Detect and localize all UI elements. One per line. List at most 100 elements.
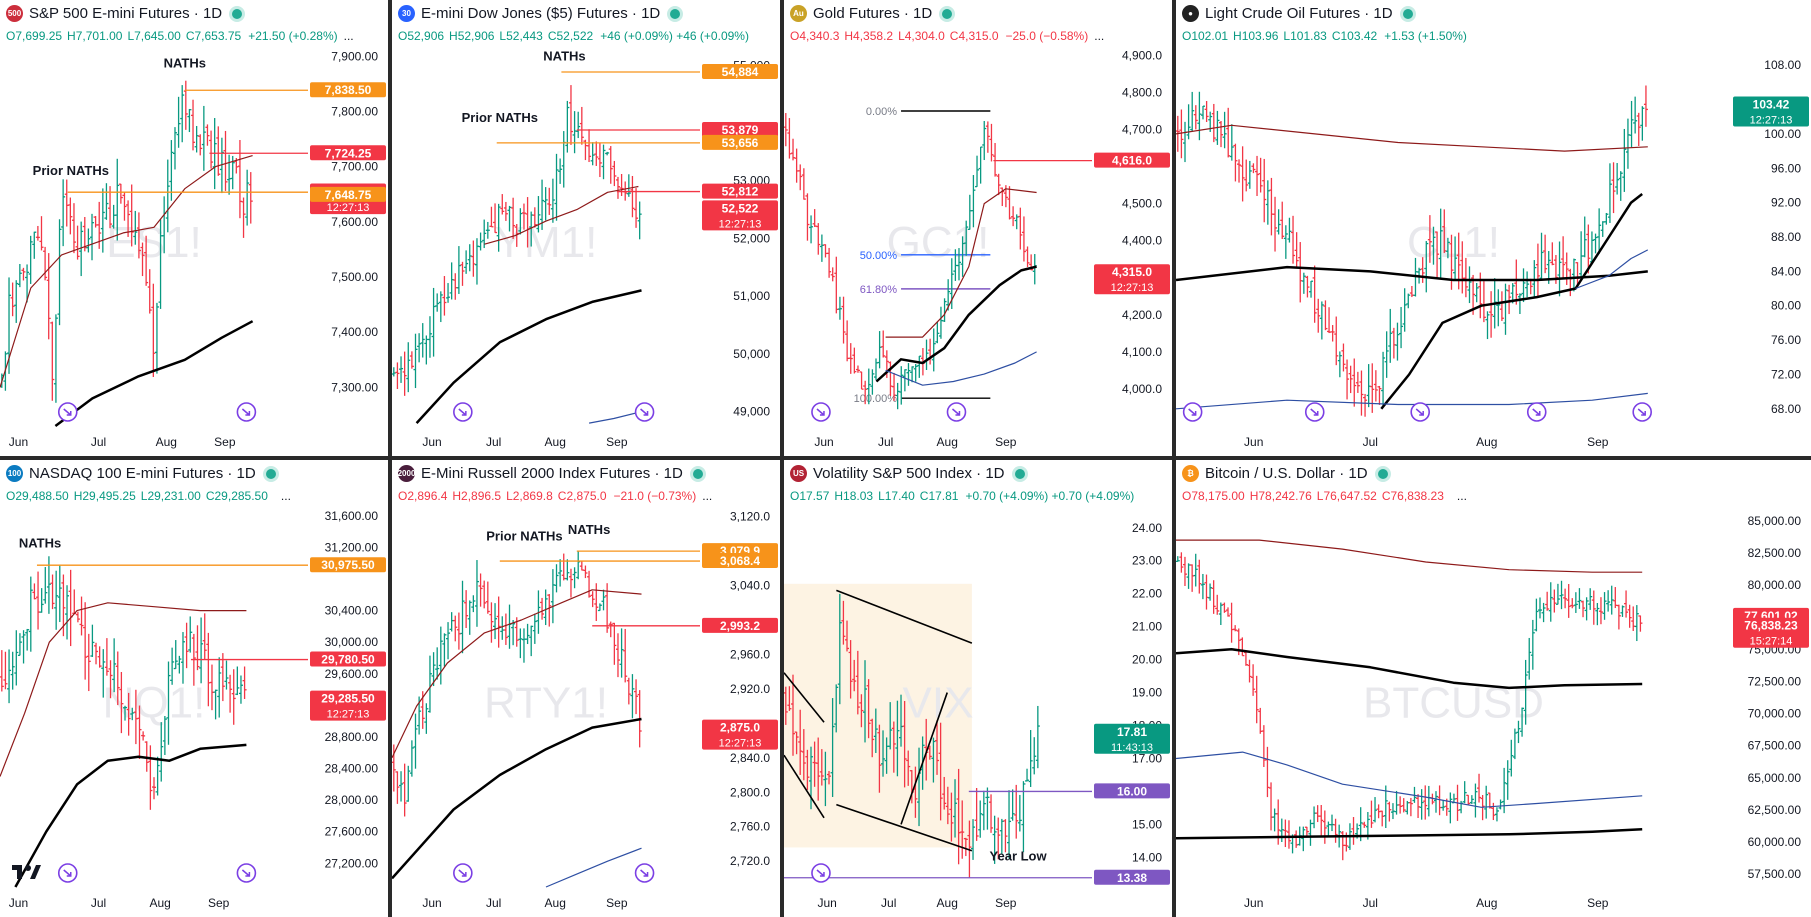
ohlc-bar <box>899 366 904 405</box>
ohlc-bar <box>392 367 396 377</box>
chart-panel-btc[interactable]: BTCUSD 85,000.00 82,500.00 80,000.00 75,000.… <box>1176 460 1811 917</box>
panel-separator[interactable] <box>0 456 1811 460</box>
chart-panel-nq[interactable]: NQ1! 31,600.00 31,200.00 30,400.00 30,000.00… <box>0 460 388 917</box>
ohlc-more[interactable]: ... <box>702 489 713 503</box>
symbol-title[interactable]: Light Crude Oil Futures · 1D <box>1205 5 1393 22</box>
ohlc-more[interactable]: ... <box>343 29 354 43</box>
event-arrow-icon[interactable] <box>453 402 473 422</box>
ohlc-more[interactable]: ... <box>1456 489 1467 503</box>
ohlc-bar <box>1233 143 1238 182</box>
ohlc-bar <box>906 750 911 786</box>
symbol-title[interactable]: Volatility S&P 500 Index · 1D <box>813 465 1005 482</box>
symbol-header[interactable]: 500 S&P 500 E-mini Futures · 1D <box>6 5 243 22</box>
chart-panel-cl[interactable]: CL1! 108.00 100.00 96.00 92.00 88.00 84.00 80.0… <box>1176 0 1811 456</box>
ohlc-bar <box>623 628 628 683</box>
ohlc-bar <box>50 574 55 610</box>
symbol-title[interactable]: S&P 500 E-mini Futures · 1D <box>29 5 223 22</box>
ohlc-bar <box>612 622 617 665</box>
chart-panel-es[interactable]: ES1! 7,900.00 7,800.00 7,700.00 7,600.00 7,50… <box>0 0 388 456</box>
chart-svg: YM1!55,00053,00052,00051,00050,00049,000… <box>392 49 778 449</box>
ohlc-bar <box>108 186 113 229</box>
ohlc-bar <box>576 550 581 580</box>
symbol-header[interactable]: Au Gold Futures · 1D <box>790 5 953 22</box>
ohlc-bar <box>227 154 232 195</box>
ohlc-bar <box>1394 790 1399 815</box>
ohlc-bar <box>805 193 810 241</box>
symbol-header[interactable]: 30 E-mini Dow Jones ($5) Futures · 1D <box>398 5 681 22</box>
price-label: 7,648.75 <box>310 186 386 202</box>
ohlc-bar <box>1265 746 1270 798</box>
trend-line[interactable] <box>784 672 825 723</box>
ohlc-bar <box>219 137 224 194</box>
ohlc-bar <box>50 321 55 401</box>
symbol-header[interactable]: ₿ Bitcoin / U.S. Dollar · 1D <box>1182 465 1388 482</box>
event-arrow-icon[interactable] <box>236 402 257 422</box>
trend-line[interactable] <box>784 754 825 819</box>
trend-line[interactable] <box>836 803 973 852</box>
symbol-title[interactable]: Bitcoin / U.S. Dollar · 1D <box>1205 465 1368 482</box>
ohlc-bar <box>1423 785 1428 820</box>
moving-average-line <box>1176 648 1643 690</box>
moving-average-line <box>0 602 247 777</box>
ohlc-change: +1.53 (+1.50%) <box>1384 29 1467 43</box>
ohlc-bar <box>547 594 552 627</box>
event-arrow-icon[interactable] <box>811 402 831 422</box>
event-arrow-icon[interactable] <box>634 402 655 422</box>
event-arrow-icon[interactable] <box>1526 402 1547 422</box>
event-arrow-icon[interactable] <box>1304 402 1325 422</box>
chart-panel-vix[interactable]: VIX24.0023.0022.0021.0020.0019.0018.0017… <box>784 460 1172 917</box>
ohlc-bar <box>1448 792 1453 824</box>
ohlc-bar <box>1326 821 1331 837</box>
ohlc-more[interactable]: ... <box>1094 29 1105 43</box>
symbol-header[interactable]: US Volatility S&P 500 Index · 1D <box>790 465 1025 482</box>
event-arrow-icon[interactable] <box>1632 402 1653 422</box>
event-arrow-icon[interactable] <box>946 402 967 422</box>
chart-panel-gc[interactable]: GC1! 4,900.0 4,800.0 4,700.0 4,500.0 4,400.0 4… <box>784 0 1172 456</box>
event-arrow-icon[interactable] <box>1410 402 1430 422</box>
y-tick-label: 51,000 <box>733 289 770 303</box>
ohlc-bar <box>1611 162 1616 214</box>
ohlc-bar <box>558 559 563 587</box>
symbol-header[interactable]: 2000 E-Mini Russell 2000 Index Futures · … <box>398 465 703 482</box>
trend-line[interactable] <box>900 692 948 825</box>
symbol-title[interactable]: NASDAQ 100 E-mini Futures · 1D <box>29 465 256 482</box>
ohlc-bar <box>529 625 534 657</box>
ohlc-values: O102.01 H103.96 L101.83 C103.42 +1.53 (+1.50… <box>1182 29 1473 43</box>
event-arrow-icon[interactable] <box>1182 402 1203 422</box>
ohlc-bar <box>866 679 871 739</box>
symbol-header[interactable]: 100 NASDAQ 100 E-mini Futures · 1D <box>6 465 276 482</box>
symbol-title[interactable]: Gold Futures · 1D <box>813 5 933 22</box>
x-tick-label: Aug <box>149 896 170 910</box>
y-tick-label: 2,960.0 <box>730 647 770 661</box>
ohlc-bar <box>1571 258 1576 292</box>
symbol-title[interactable]: E-Mini Russell 2000 Index Futures · 1D <box>421 465 683 482</box>
ohlc-bar <box>1477 773 1482 803</box>
event-arrow-icon[interactable] <box>634 863 655 883</box>
y-tick-label: 28,800.00 <box>325 730 379 744</box>
y-tick-label: 4,700.0 <box>1122 123 1162 137</box>
ohlc-bar <box>1408 797 1413 817</box>
ohlc-bar <box>152 777 156 800</box>
event-arrow-icon[interactable] <box>57 863 78 883</box>
tradingview-logo-icon[interactable] <box>12 865 41 879</box>
ohlc-bar <box>791 674 796 756</box>
ohlc-bar <box>1208 583 1213 601</box>
ohlc-bar <box>1462 781 1467 804</box>
chart-panel-ym[interactable]: YM1!55,00053,00052,00051,00050,00049,000… <box>392 0 780 456</box>
symbol-header[interactable]: ● Light Crude Oil Futures · 1D <box>1182 5 1413 22</box>
ohlc-bar <box>1427 215 1432 263</box>
event-arrow-icon[interactable] <box>811 863 831 883</box>
ohlc-more[interactable]: ... <box>280 489 291 503</box>
symbol-title[interactable]: E-mini Dow Jones ($5) Futures · 1D <box>421 5 661 22</box>
moving-average-line <box>54 320 254 428</box>
ohlc-o: O78,175.00 <box>1182 489 1245 503</box>
ohlc-bar <box>565 100 570 153</box>
ohlc-bar <box>36 571 41 630</box>
trend-line[interactable] <box>836 589 973 644</box>
chart-panel-rty[interactable]: RTY1! 3,120.0 3,040.0 2,960.0 2,920.0 2,840.0… <box>392 460 780 917</box>
ohlc-bar <box>1258 707 1263 734</box>
event-arrow-icon[interactable] <box>57 402 78 422</box>
ohlc-bar <box>151 283 156 377</box>
event-arrow-icon[interactable] <box>236 863 257 883</box>
event-arrow-icon[interactable] <box>453 863 473 883</box>
